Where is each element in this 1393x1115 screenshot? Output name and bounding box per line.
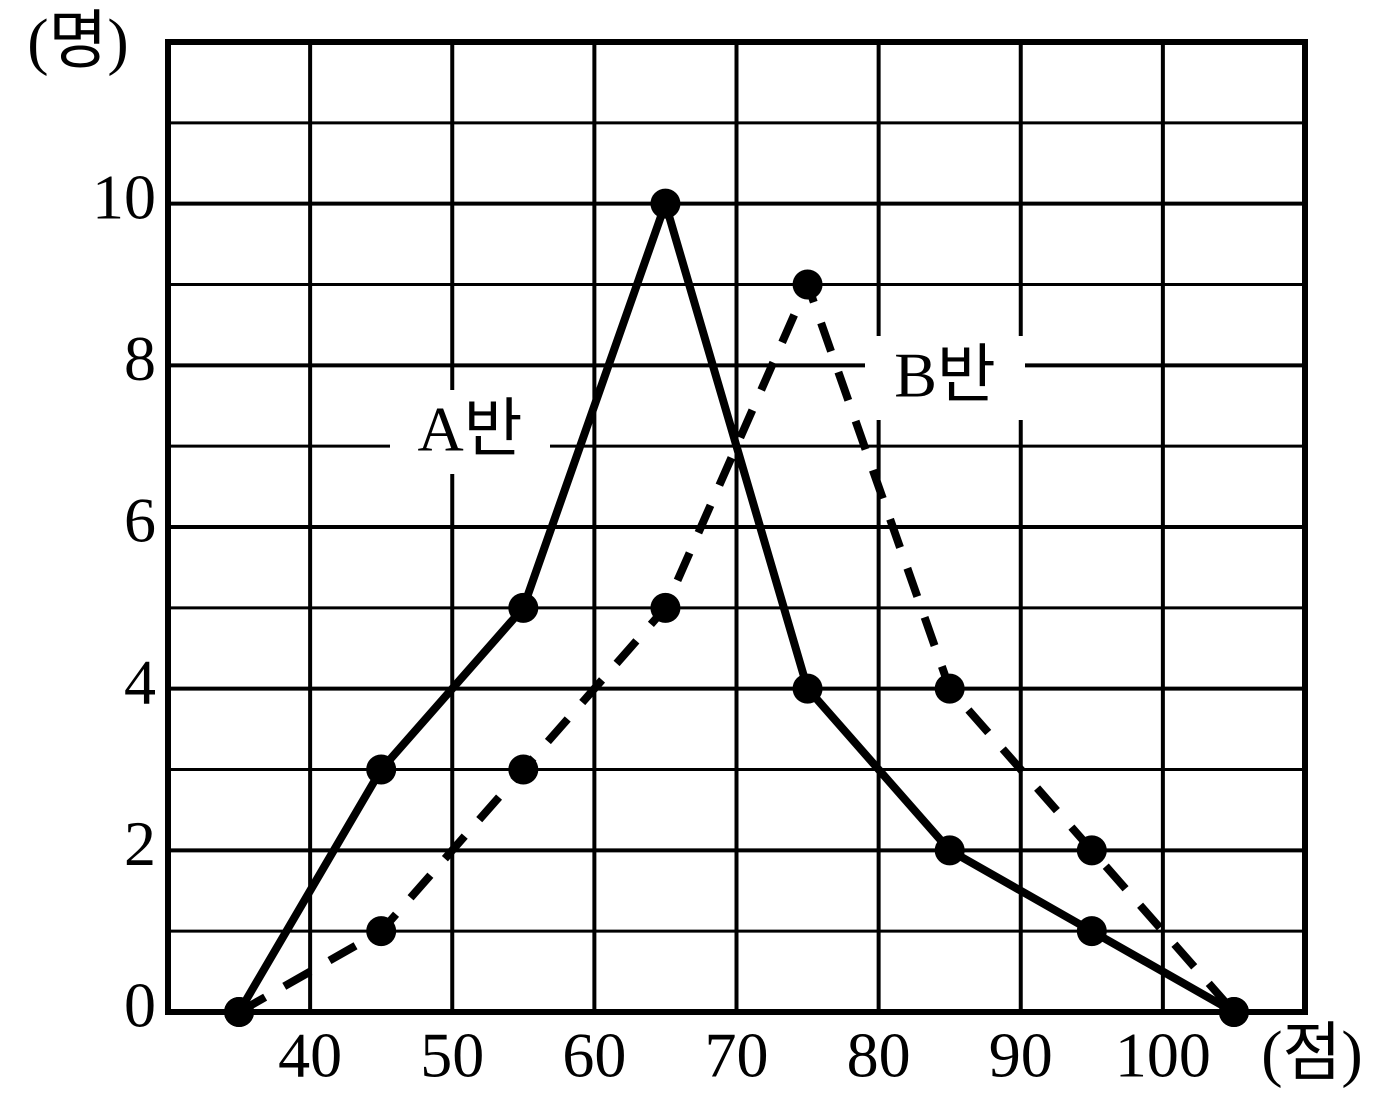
series-line <box>235 199 1236 1016</box>
y-axis-label: (명) <box>27 6 129 77</box>
y-tick-label: 8 <box>124 323 156 394</box>
x-tick-label: 70 <box>705 1020 769 1091</box>
data-point <box>792 673 823 704</box>
data-point <box>792 269 823 300</box>
y-tick-label: 10 <box>92 161 156 232</box>
x-tick-label: 100 <box>1115 1020 1211 1091</box>
y-tick-label: 6 <box>124 485 156 556</box>
x-tick-label: 50 <box>420 1020 484 1091</box>
data-point <box>1076 835 1107 866</box>
data-point <box>934 835 965 866</box>
y-tick-label: 2 <box>124 808 156 879</box>
y-tick-label: 4 <box>124 646 156 717</box>
x-tick-label: 60 <box>562 1020 626 1091</box>
grid <box>168 42 1305 1014</box>
data-point <box>1218 997 1249 1027</box>
series-label: A반 <box>417 394 522 465</box>
data-point <box>934 673 965 704</box>
series-label: B반 <box>894 340 996 411</box>
data-point <box>508 754 539 785</box>
label-bg <box>390 390 550 474</box>
data-point <box>650 188 681 219</box>
label-bg <box>865 336 1025 420</box>
data-point <box>366 916 397 947</box>
data-point <box>508 592 539 623</box>
plot-frame <box>165 39 1308 1015</box>
x-tick-label: 40 <box>278 1020 342 1091</box>
data-point <box>224 997 255 1027</box>
x-tick-label: 90 <box>989 1020 1053 1091</box>
x-tick-label: 80 <box>847 1020 911 1091</box>
x-axis-label: (점) <box>1261 1018 1363 1089</box>
y-tick-label: 0 <box>124 970 156 1041</box>
data-point <box>1076 916 1107 947</box>
data-point <box>650 592 681 623</box>
data-point <box>366 754 397 785</box>
